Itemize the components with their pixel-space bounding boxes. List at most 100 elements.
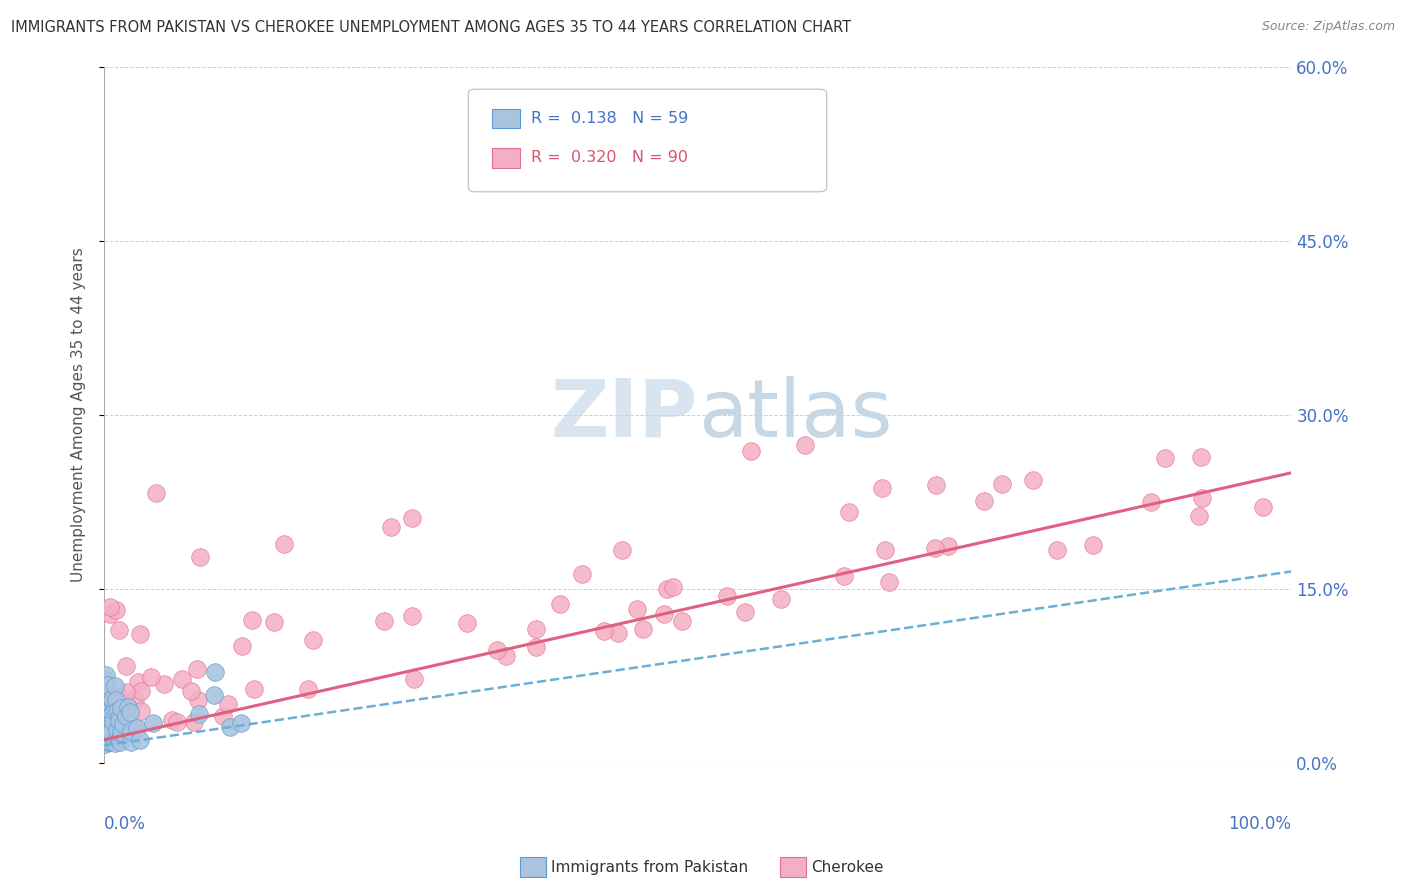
- Text: Cherokee: Cherokee: [811, 860, 884, 874]
- Point: [96, 706, 118, 721]
- Point: [107, 704, 129, 718]
- Point: [110, 724, 132, 739]
- Point: [101, 689, 124, 703]
- Point: [716, 589, 738, 603]
- Point: [1022, 474, 1045, 488]
- Point: [114, 684, 136, 698]
- Point: [873, 542, 896, 557]
- Point: [187, 693, 209, 707]
- Point: [98, 706, 121, 721]
- Point: [98, 730, 121, 744]
- Point: [297, 681, 319, 696]
- Point: [626, 602, 648, 616]
- Point: [110, 735, 132, 749]
- Point: [115, 659, 138, 673]
- Point: [924, 541, 946, 555]
- Point: [110, 704, 132, 718]
- Point: [229, 715, 252, 730]
- Text: R =  0.320   N = 90: R = 0.320 N = 90: [531, 151, 689, 165]
- Point: [524, 622, 547, 636]
- Point: [97, 729, 120, 743]
- Point: [240, 613, 263, 627]
- Point: [548, 598, 571, 612]
- Point: [97, 709, 120, 723]
- Point: [495, 649, 517, 664]
- Point: [973, 494, 995, 508]
- Point: [794, 438, 817, 452]
- Point: [94, 714, 117, 729]
- Text: R =  0.138   N = 59: R = 0.138 N = 59: [531, 112, 689, 126]
- Point: [401, 511, 423, 525]
- Point: [652, 607, 675, 621]
- Point: [105, 730, 128, 744]
- Point: [1251, 500, 1274, 515]
- Point: [204, 665, 226, 679]
- Point: [211, 708, 233, 723]
- Point: [734, 605, 756, 619]
- Point: [100, 723, 122, 737]
- Point: [94, 732, 117, 747]
- Point: [129, 705, 152, 719]
- Point: [671, 614, 693, 628]
- Point: [107, 709, 129, 723]
- Point: [145, 485, 167, 500]
- Point: [129, 732, 152, 747]
- Point: [124, 693, 146, 707]
- Point: [401, 609, 423, 624]
- Point: [456, 616, 478, 631]
- Point: [97, 725, 120, 739]
- Point: [524, 640, 547, 655]
- Point: [1189, 450, 1212, 464]
- Point: [110, 727, 132, 741]
- Point: [153, 676, 176, 690]
- Point: [202, 688, 225, 702]
- Point: [98, 705, 121, 719]
- Point: [380, 520, 402, 534]
- Point: [838, 505, 860, 519]
- Point: [111, 719, 134, 733]
- Point: [114, 708, 136, 723]
- Point: [98, 600, 121, 615]
- Text: IMMIGRANTS FROM PAKISTAN VS CHEROKEE UNEMPLOYMENT AMONG AGES 35 TO 44 YEARS CORR: IMMIGRANTS FROM PAKISTAN VS CHEROKEE UNE…: [11, 20, 852, 35]
- Point: [129, 684, 152, 698]
- Point: [103, 714, 125, 728]
- Text: Immigrants from Pakistan: Immigrants from Pakistan: [551, 860, 748, 874]
- Point: [770, 591, 793, 606]
- Point: [217, 697, 239, 711]
- Point: [302, 633, 325, 648]
- Point: [98, 734, 121, 748]
- Point: [108, 733, 131, 747]
- Point: [160, 714, 183, 728]
- Point: [610, 543, 633, 558]
- Point: [180, 684, 202, 698]
- Point: [662, 581, 685, 595]
- Point: [94, 731, 117, 745]
- Point: [101, 691, 124, 706]
- Text: atlas: atlas: [697, 376, 893, 454]
- Point: [607, 625, 630, 640]
- Point: [104, 736, 127, 750]
- Point: [219, 720, 242, 734]
- Point: [98, 725, 121, 739]
- Point: [231, 639, 253, 653]
- Point: [108, 623, 131, 637]
- Point: [94, 737, 117, 751]
- Point: [188, 706, 211, 721]
- Point: [101, 706, 124, 720]
- Point: [183, 714, 205, 729]
- Point: [740, 444, 762, 458]
- Y-axis label: Unemployment Among Ages 35 to 44 years: Unemployment Among Ages 35 to 44 years: [72, 247, 86, 582]
- Point: [188, 549, 211, 564]
- Point: [97, 724, 120, 739]
- Point: [263, 615, 285, 629]
- Text: ZIP: ZIP: [551, 376, 697, 454]
- Point: [925, 477, 948, 491]
- Point: [936, 539, 959, 553]
- Point: [96, 725, 118, 739]
- Point: [104, 679, 127, 693]
- Point: [122, 721, 145, 735]
- Point: [832, 568, 855, 582]
- Point: [121, 723, 143, 738]
- Point: [96, 724, 118, 739]
- Text: Source: ZipAtlas.com: Source: ZipAtlas.com: [1261, 20, 1395, 33]
